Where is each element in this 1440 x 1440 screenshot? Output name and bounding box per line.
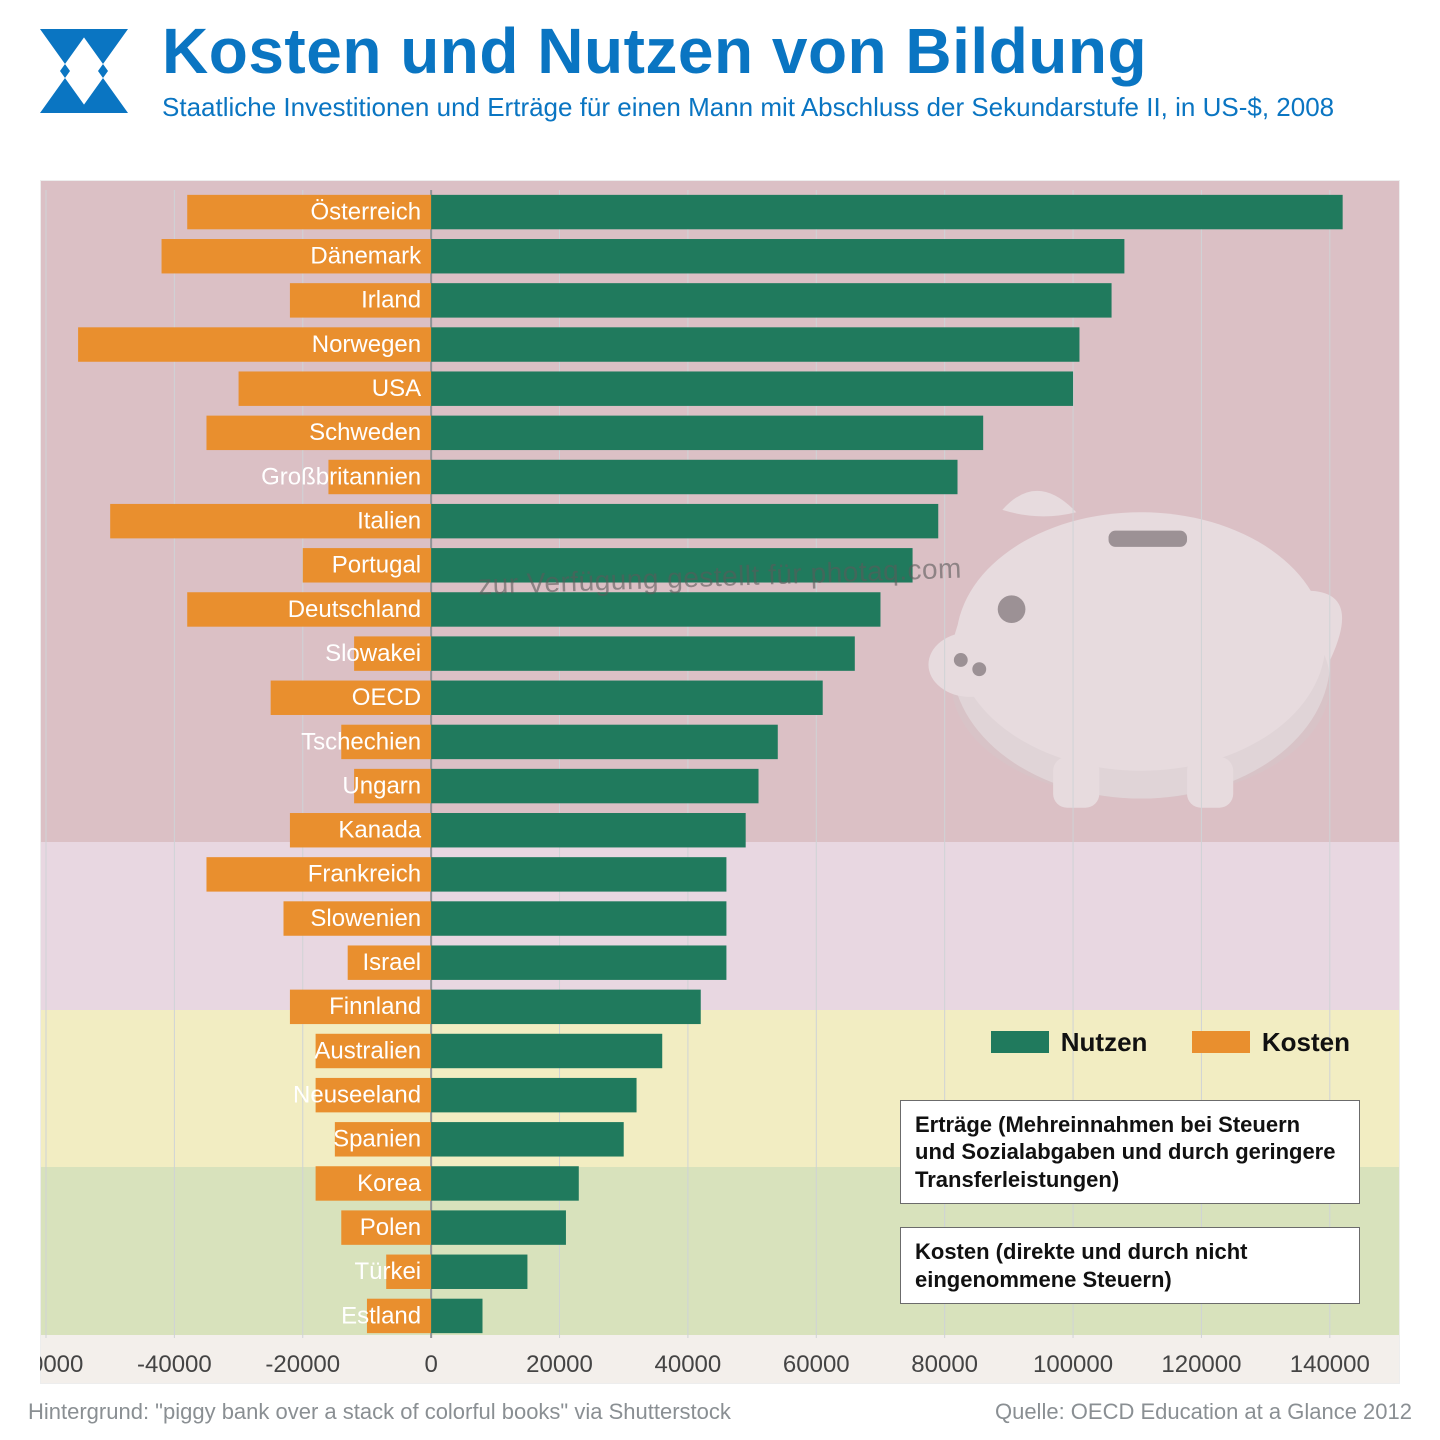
bar-label: Türkei	[354, 1258, 421, 1285]
note-kosten: Kosten (direkte und durch nicht eingenom…	[900, 1227, 1360, 1304]
page-subtitle: Staatliche Investitionen und Erträge für…	[162, 91, 1410, 124]
bar-label: Tschechien	[301, 728, 421, 755]
bar-nutzen	[431, 769, 758, 803]
header-row: Kosten und Nutzen von Bildung Staatliche…	[30, 18, 1410, 124]
bar-label: Slowenien	[310, 905, 421, 932]
bar-label: OECD	[352, 684, 421, 711]
header: Kosten und Nutzen von Bildung Staatliche…	[0, 0, 1440, 138]
bar-nutzen	[431, 636, 855, 670]
bar-nutzen	[431, 504, 938, 538]
x-tick-label: -40000	[137, 1351, 212, 1378]
page-title: Kosten und Nutzen von Bildung	[162, 18, 1410, 85]
bar-nutzen	[431, 239, 1124, 273]
bar-nutzen	[431, 901, 726, 935]
bar-label: Ungarn	[342, 772, 421, 799]
bar-label: Spanien	[333, 1126, 421, 1153]
legend: Nutzen Kosten	[981, 1021, 1360, 1065]
bar-nutzen	[431, 990, 701, 1024]
bar-label: Israel	[362, 949, 421, 976]
x-tick-label: 140000	[1290, 1351, 1370, 1378]
x-tick-label: 60000	[783, 1351, 850, 1378]
bar-label: Frankreich	[308, 861, 421, 888]
x-tick-label: -20000	[265, 1351, 340, 1378]
bar-nutzen	[431, 681, 823, 715]
bar-label: Österreich	[310, 198, 421, 225]
x-tick-label: 80000	[911, 1351, 978, 1378]
chart-area: Österreich Dänemark Irland Norwegen USA Schwe…	[40, 180, 1400, 1384]
footer: Hintergrund: "piggy bank over a stack of…	[0, 1384, 1440, 1440]
legend-label-nutzen: Nutzen	[1061, 1027, 1148, 1058]
bar-nutzen	[431, 1255, 527, 1289]
bar-nutzen	[431, 416, 983, 450]
bar-nutzen	[431, 195, 1343, 229]
bar-label: Korea	[357, 1170, 422, 1197]
bar-label: Italien	[357, 507, 421, 534]
bar-label: Irland	[361, 287, 421, 314]
bar-nutzen	[431, 857, 726, 891]
bar-label: Neuseeland	[293, 1081, 421, 1108]
bar-label: Slowakei	[325, 640, 421, 667]
legend-swatch-nutzen	[991, 1031, 1049, 1053]
bar-nutzen	[431, 548, 912, 582]
bar-nutzen	[431, 460, 957, 494]
x-tick-label: 120000	[1161, 1351, 1241, 1378]
bar-label: Großbritannien	[261, 463, 421, 490]
bar-nutzen	[431, 1210, 566, 1244]
bar-label: Schweden	[309, 419, 421, 446]
x-tick-label: 0	[424, 1351, 437, 1378]
bar-nutzen	[431, 725, 778, 759]
bar-nutzen	[431, 1299, 482, 1333]
legend-swatch-kosten	[1192, 1031, 1250, 1053]
bar-nutzen	[431, 371, 1073, 405]
bar-nutzen	[431, 283, 1111, 317]
footer-left: Hintergrund: "piggy bank over a stack of…	[28, 1399, 731, 1425]
bar-label: Finnland	[329, 993, 421, 1020]
bar-nutzen	[431, 813, 746, 847]
bar-nutzen	[431, 945, 726, 979]
bar-label: Portugal	[332, 552, 421, 579]
bar-label: Australien	[314, 1037, 421, 1064]
bar-label: Estland	[341, 1302, 421, 1329]
bar-label: Kanada	[338, 817, 421, 844]
legend-label-kosten: Kosten	[1262, 1027, 1350, 1058]
bar-nutzen	[431, 1078, 636, 1112]
x-tick-label: 20000	[526, 1351, 593, 1378]
bar-label: Dänemark	[310, 243, 422, 270]
page-root: Kosten und Nutzen von Bildung Staatliche…	[0, 0, 1440, 1440]
oecd-logo-icon	[30, 21, 140, 121]
x-tick-label: -60000	[40, 1351, 83, 1378]
bar-label: Norwegen	[312, 331, 421, 358]
bar-nutzen	[431, 327, 1079, 361]
footer-right: Quelle: OECD Education at a Glance 2012	[995, 1399, 1412, 1425]
bar-label: USA	[372, 375, 421, 402]
bar-label: Polen	[360, 1214, 421, 1241]
bar-nutzen	[431, 1034, 662, 1068]
note-nutzen: Erträge (Mehreinnahmen bei Steuern und S…	[900, 1100, 1360, 1205]
x-tick-label: 100000	[1033, 1351, 1113, 1378]
bar-label: Deutschland	[288, 596, 421, 623]
bar-nutzen	[431, 1166, 579, 1200]
bar-nutzen	[431, 592, 880, 626]
bar-nutzen	[431, 1122, 624, 1156]
title-block: Kosten und Nutzen von Bildung Staatliche…	[162, 18, 1410, 124]
x-tick-label: 40000	[655, 1351, 722, 1378]
